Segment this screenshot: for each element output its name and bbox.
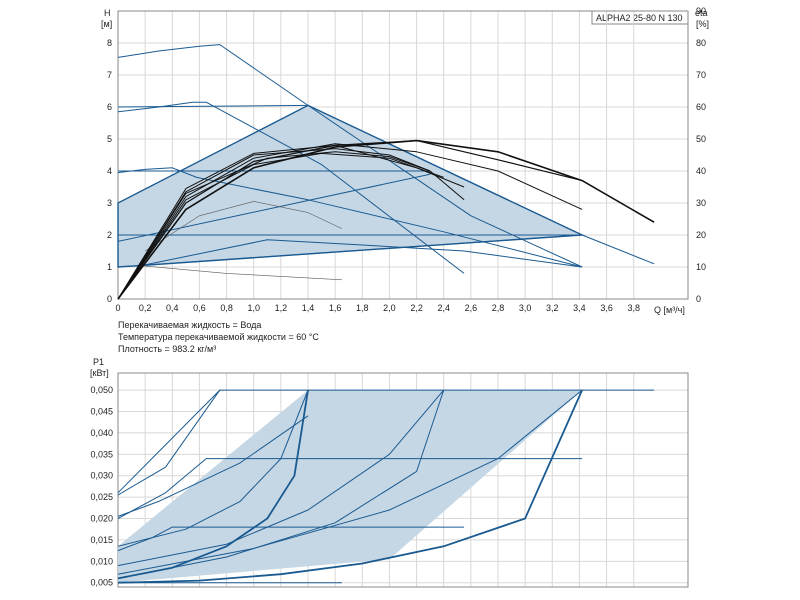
- eta-y-tick: 70: [696, 70, 706, 80]
- head-curve: [117, 234, 655, 268]
- power-axis-unit: [кВт]: [90, 368, 109, 378]
- eta-y-tick: 20: [696, 230, 706, 240]
- power-y-tick: 0,040: [90, 428, 113, 438]
- power-plot: 0,005 0,010 0,015 0,020 0,025 0,030 0,035 0,040…: [90, 372, 689, 588]
- eta-axis-unit: [%]: [696, 19, 709, 29]
- power-curve: [117, 526, 465, 552]
- power-curve: [117, 389, 583, 575]
- head-x-tick: 2,6: [465, 303, 478, 313]
- power-frame: [117, 372, 689, 588]
- head-y-tick: 7: [107, 70, 112, 80]
- power-y-tick: 0,045: [90, 407, 113, 417]
- eta-y-tick: 0: [696, 294, 701, 304]
- head-x-tick: 2,8: [492, 303, 505, 313]
- head-x-tick: 0,4: [166, 303, 179, 313]
- eta-y-tick: 30: [696, 198, 706, 208]
- head-x-tick: 2,2: [410, 303, 423, 313]
- temperature-info: Температура перекачиваемой жидкости = 60…: [118, 332, 319, 342]
- head-y-tick: 4: [107, 166, 112, 176]
- eta-y-tick: 90: [696, 6, 706, 16]
- head-x-tick: 3,8: [627, 303, 640, 313]
- head-y-tick: 8: [107, 38, 112, 48]
- power-curve: [117, 389, 445, 567]
- eta-y-tick: 50: [696, 134, 706, 144]
- head-y-tick: 5: [107, 134, 112, 144]
- head-curve: [117, 151, 431, 300]
- head-curve: [142, 239, 583, 268]
- head-x-tick: 2,4: [437, 303, 450, 313]
- power-y-tick: 0,005: [90, 578, 113, 588]
- head-curve: [144, 201, 343, 252]
- head-y-tick: 3: [107, 198, 112, 208]
- liquid-info: Перекачиваемая жидкость = Вода: [118, 320, 261, 330]
- head-x-tick: 3,0: [519, 303, 532, 313]
- eta-y-tick: 40: [696, 166, 706, 176]
- density-info: Плотность = 983.2 кг/м³: [118, 344, 216, 354]
- power-curve: [117, 415, 309, 517]
- head-curve: [138, 265, 342, 281]
- head-x-tick: 1,2: [275, 303, 288, 313]
- power-axis-label: P1: [93, 357, 104, 367]
- power-y-tick: 0,010: [90, 556, 113, 566]
- power-curve: [117, 389, 221, 496]
- power-curve: [117, 389, 309, 547]
- head-curve: [117, 139, 655, 300]
- head-plot: 0 0,2 0,4 0,6 0,8 1,0 1,2 1,4 1,6 1,8 2,0 2,2 2,4 2,6…: [107, 6, 706, 313]
- power-y-tick: 0,025: [90, 492, 113, 502]
- head-curve: [117, 152, 444, 300]
- eta-y-tick: 80: [696, 38, 706, 48]
- model-label: ALPHA2 25-80 N 130: [596, 13, 683, 23]
- head-x-tick: 3,6: [600, 303, 613, 313]
- head-y-tick: 2: [107, 230, 112, 240]
- power-curve: [117, 458, 583, 519]
- head-x-tick: 1,6: [329, 303, 342, 313]
- power-curve: [117, 389, 583, 584]
- power-y-tick: 0,030: [90, 471, 113, 481]
- head-curve: [117, 101, 465, 274]
- head-curve: [117, 44, 583, 268]
- head-x-tick: 1,8: [356, 303, 369, 313]
- power-y-tick: 0,020: [90, 514, 113, 524]
- power-y-tick: 0,015: [90, 535, 113, 545]
- head-x-tick: 1,0: [247, 303, 260, 313]
- power-y-tick: 0,050: [90, 385, 113, 395]
- eta-y-tick: 10: [696, 262, 706, 272]
- head-x-tick: 1,4: [302, 303, 315, 313]
- eta-axis-label: eta: [695, 8, 708, 18]
- head-axis-unit: [м]: [101, 19, 112, 29]
- head-x-tick: 0,2: [139, 303, 152, 313]
- head-y-tick: 0: [107, 294, 112, 304]
- head-x-tick: 2,0: [383, 303, 396, 313]
- head-frame: [117, 10, 689, 300]
- power-operating-region: [118, 390, 583, 583]
- head-x-tick: 0: [115, 303, 120, 313]
- head-x-tick: 0,6: [193, 303, 206, 313]
- head-curve: [117, 167, 583, 268]
- head-y-tick: 1: [107, 262, 112, 272]
- power-y-tick: 0,035: [90, 449, 113, 459]
- power-curve: [117, 389, 445, 579]
- eta-y-tick: 60: [696, 102, 706, 112]
- head-y-tick: 6: [107, 102, 112, 112]
- head-curve: [117, 104, 309, 108]
- head-curve: [117, 143, 583, 300]
- head-x-tick: 3,2: [546, 303, 559, 313]
- head-x-tick: 0,8: [220, 303, 233, 313]
- flow-axis-label: Q [м³/ч]: [654, 305, 685, 315]
- head-x-tick: 3,4: [573, 303, 586, 313]
- head-axis-label: H: [104, 8, 111, 18]
